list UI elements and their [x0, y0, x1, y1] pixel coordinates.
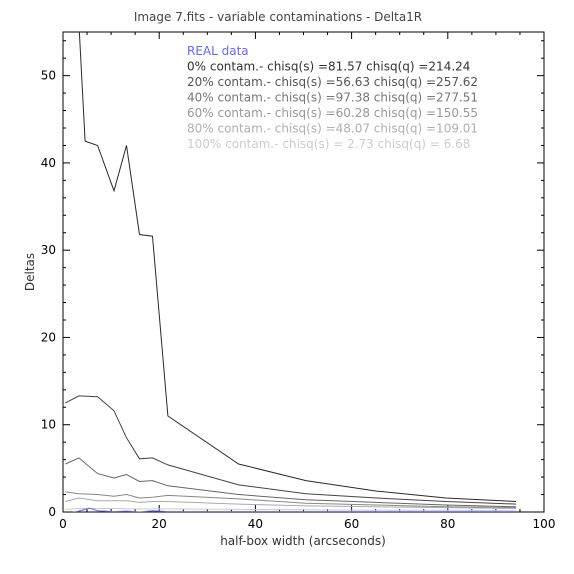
- legend: REAL data 0% contam.- chisq(s) =81.57 chi…: [187, 44, 478, 151]
- axis-ticks: 0 20 40 60 80 100 0 10 20 30 40 50: [41, 32, 556, 531]
- legend-entry: 40% contam.- chisq(s) =97.38 chisq(q) =2…: [187, 91, 478, 105]
- legend-entry: 60% contam.- chisq(s) =60.28 chisq(q) =1…: [187, 106, 478, 120]
- y-tick-label: 10: [41, 418, 56, 432]
- x-tick-label: 60: [344, 517, 359, 531]
- legend-entry: 0% contam.- chisq(s) =81.57 chisq(q) =21…: [187, 60, 470, 74]
- chart-title: Image 7.fits - variable contaminations -…: [134, 10, 422, 24]
- x-tick-label: 20: [152, 517, 167, 531]
- y-tick-label: 50: [41, 69, 56, 83]
- x-tick-label: 80: [440, 517, 455, 531]
- x-axis-label: half-box width (arcseconds): [220, 534, 386, 548]
- y-tick-label: 40: [41, 156, 56, 170]
- x-tick-label: 100: [533, 517, 556, 531]
- series-line-0: [78, 32, 517, 502]
- legend-entry: 80% contam.- chisq(s) =48.07 chisq(q) =1…: [187, 122, 478, 136]
- legend-entry: REAL data: [187, 44, 249, 58]
- y-tick-label: 20: [41, 330, 56, 344]
- y-tick-label: 30: [41, 243, 56, 257]
- series-line-2: [65, 457, 517, 508]
- legend-entry: 20% contam.- chisq(s) =56.63 chisq(q) =2…: [187, 75, 478, 89]
- y-tick-label: 0: [48, 505, 56, 519]
- series-group: [65, 32, 517, 512]
- legend-entry: 100% contam.- chisq(s) = 2.73 chisq(q) =…: [187, 137, 470, 151]
- x-tick-label: 0: [59, 517, 67, 531]
- series-line-4: [65, 497, 517, 509]
- x-tick-label: 40: [248, 517, 263, 531]
- y-axis-label: Deltas: [23, 253, 37, 291]
- series-line-5: [65, 508, 517, 512]
- series-line-6: [71, 507, 517, 512]
- series-line-3: [65, 491, 517, 509]
- series-line-1: [65, 395, 517, 505]
